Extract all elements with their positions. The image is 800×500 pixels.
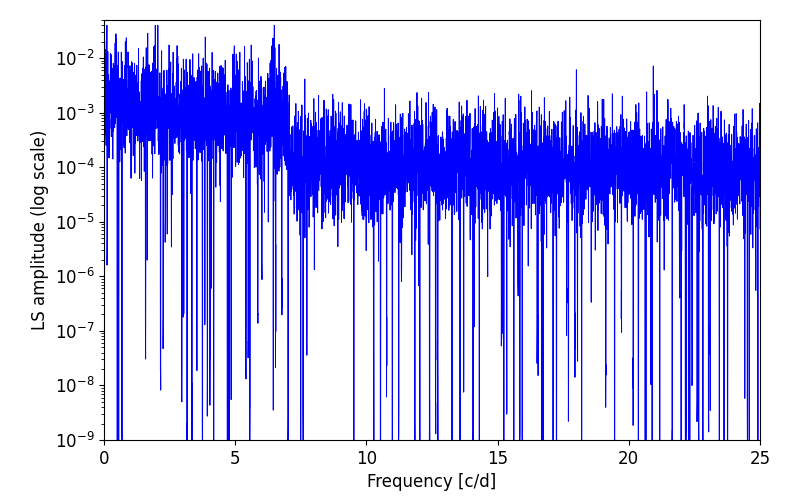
Y-axis label: LS amplitude (log scale): LS amplitude (log scale) [31,130,49,330]
X-axis label: Frequency [c/d]: Frequency [c/d] [367,474,497,492]
